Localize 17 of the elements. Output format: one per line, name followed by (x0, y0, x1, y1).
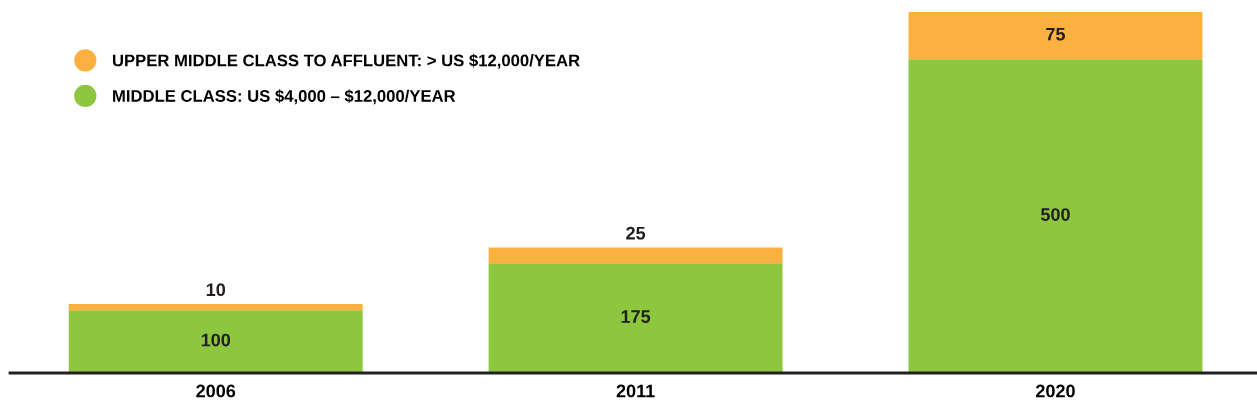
x-tick-label: 2020 (1036, 384, 1075, 398)
data-label: 175 (621, 310, 651, 323)
bar (908, 59, 1203, 373)
bar (488, 247, 783, 264)
bar (488, 263, 783, 373)
bar (908, 12, 1203, 60)
data-label: 25 (626, 226, 646, 240)
bar (68, 303, 363, 311)
data-label: 100 (201, 333, 231, 347)
bar (68, 310, 363, 373)
data-label: 500 (1040, 208, 1070, 221)
data-label: 75 (1046, 27, 1065, 41)
legend-label: MIDDLE CLASS: US $4,000 – $12,000/YEAR (113, 89, 456, 105)
x-tick-label: 2011 (616, 384, 655, 398)
data-label: 10 (206, 283, 226, 297)
legend-label: UPPER MIDDLE CLASS TO AFFLUENT: > US $12,000/YEAR (112, 53, 580, 69)
x-tick-label: 2006 (196, 384, 236, 398)
